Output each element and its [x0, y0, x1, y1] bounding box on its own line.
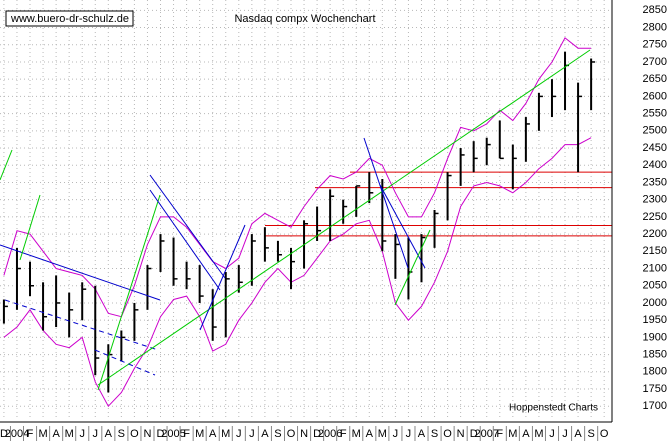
- x-tick-label: F: [27, 428, 34, 440]
- x-tick-label: M: [508, 428, 517, 440]
- x-tick-label: N: [300, 428, 308, 440]
- x-tick-label: M: [534, 428, 543, 440]
- source-label: Hoppenstedt Charts: [509, 403, 598, 414]
- x-tick-label: F: [183, 428, 190, 440]
- lower-band: [3, 137, 592, 408]
- y-tick-label: 2500: [643, 125, 667, 137]
- x-tick-label: A: [574, 428, 582, 440]
- x-tick-label: A: [366, 428, 374, 440]
- x-tick-label: M: [352, 428, 361, 440]
- y-tick-label: 2800: [643, 21, 667, 33]
- x-tick-label: S: [431, 428, 438, 440]
- x-tick-label: M: [378, 428, 387, 440]
- x-tick-label: M: [65, 428, 74, 440]
- y-tick-label: 2200: [643, 228, 667, 240]
- y-tick-label: 1950: [643, 314, 667, 326]
- x-tick-label: A: [105, 428, 113, 440]
- x-tick-label: D: [157, 428, 165, 440]
- x-tick-label: 2005: [161, 428, 185, 440]
- trend-line: [97, 49, 591, 386]
- y-tick-label: 2750: [643, 39, 667, 51]
- y-tick-label: 1800: [643, 366, 667, 378]
- y-tick-label: 2300: [643, 194, 667, 206]
- x-tick-label: J: [562, 428, 568, 440]
- x-tick-label: F: [496, 428, 503, 440]
- marks: [2, 37, 612, 408]
- x-tick-label: O: [600, 428, 609, 440]
- x-tick-label: J: [549, 428, 555, 440]
- x-tick-label: J: [79, 428, 85, 440]
- x-tick-label: M: [195, 428, 204, 440]
- y-tick-label: 1750: [643, 383, 667, 395]
- x-tick-label: F: [340, 428, 347, 440]
- y-tick-label: 1850: [643, 348, 667, 360]
- trend-line: [394, 229, 431, 306]
- y-tick-label: 2550: [643, 108, 667, 120]
- chart-title: Nasdaq compx Wochenchart: [234, 13, 375, 25]
- x-tick-label: S: [274, 428, 281, 440]
- y-tick-label: 2700: [643, 56, 667, 68]
- trend-line: [149, 174, 226, 279]
- x-tick-label: O: [443, 428, 452, 440]
- x-tick-label: A: [261, 428, 269, 440]
- trend-line: [19, 194, 41, 261]
- y-tick-label: 2650: [643, 73, 667, 85]
- x-tick-label: S: [118, 428, 125, 440]
- y-tick-label: 2350: [643, 176, 667, 188]
- trend-line: [149, 189, 221, 291]
- y-tick-label: 2450: [643, 142, 667, 154]
- trend-line: [94, 349, 156, 376]
- x-tick-label: N: [143, 428, 151, 440]
- y-tick-label: 2150: [643, 245, 667, 257]
- x-tick-label: D: [313, 428, 321, 440]
- trend-line: [0, 149, 13, 181]
- x-tick-label: O: [130, 428, 139, 440]
- x-tick-label: D: [470, 428, 478, 440]
- y-tick-label: 2100: [643, 262, 667, 274]
- x-tick-label: N: [457, 428, 465, 440]
- x-tick-label: S: [587, 428, 594, 440]
- y-tick-label: 1700: [643, 400, 667, 412]
- y-tick-label: 2250: [643, 211, 667, 223]
- trend-lines: [0, 49, 591, 391]
- trend-line: [379, 184, 426, 269]
- y-tick-label: 2050: [643, 280, 667, 292]
- x-tick-label: J: [236, 428, 242, 440]
- x-tick-label: J: [249, 428, 255, 440]
- x-tick-label: M: [221, 428, 230, 440]
- y-tick-label: 2600: [643, 90, 667, 102]
- upper-band: [3, 37, 592, 318]
- watermark-box: [5, 10, 134, 27]
- x-tick-label: J: [393, 428, 399, 440]
- x-tick-label: D: [0, 428, 8, 440]
- x-tick-label: M: [38, 428, 47, 440]
- trend-line: [199, 224, 246, 331]
- x-tick-label: A: [522, 428, 530, 440]
- x-tick-label: J: [406, 428, 412, 440]
- x-tick-label: 2004: [5, 428, 29, 440]
- x-tick-label: A: [52, 428, 60, 440]
- trend-line: [363, 137, 409, 269]
- trend-line: [97, 194, 161, 391]
- x-tick-label: A: [418, 428, 426, 440]
- x-tick-label: J: [93, 428, 99, 440]
- x-tick-label: 2007: [474, 428, 498, 440]
- y-tick-label: 2850: [643, 4, 667, 16]
- y-tick-label: 2400: [643, 159, 667, 171]
- x-tick-label: O: [287, 428, 296, 440]
- y-tick-label: 2000: [643, 297, 667, 309]
- trend-line: [0, 244, 161, 301]
- watermark: www.buero-dr-schulz.de: [10, 13, 129, 25]
- x-tick-label: A: [209, 428, 217, 440]
- x-tick-label: 2006: [318, 428, 342, 440]
- y-tick-label: 1900: [643, 331, 667, 343]
